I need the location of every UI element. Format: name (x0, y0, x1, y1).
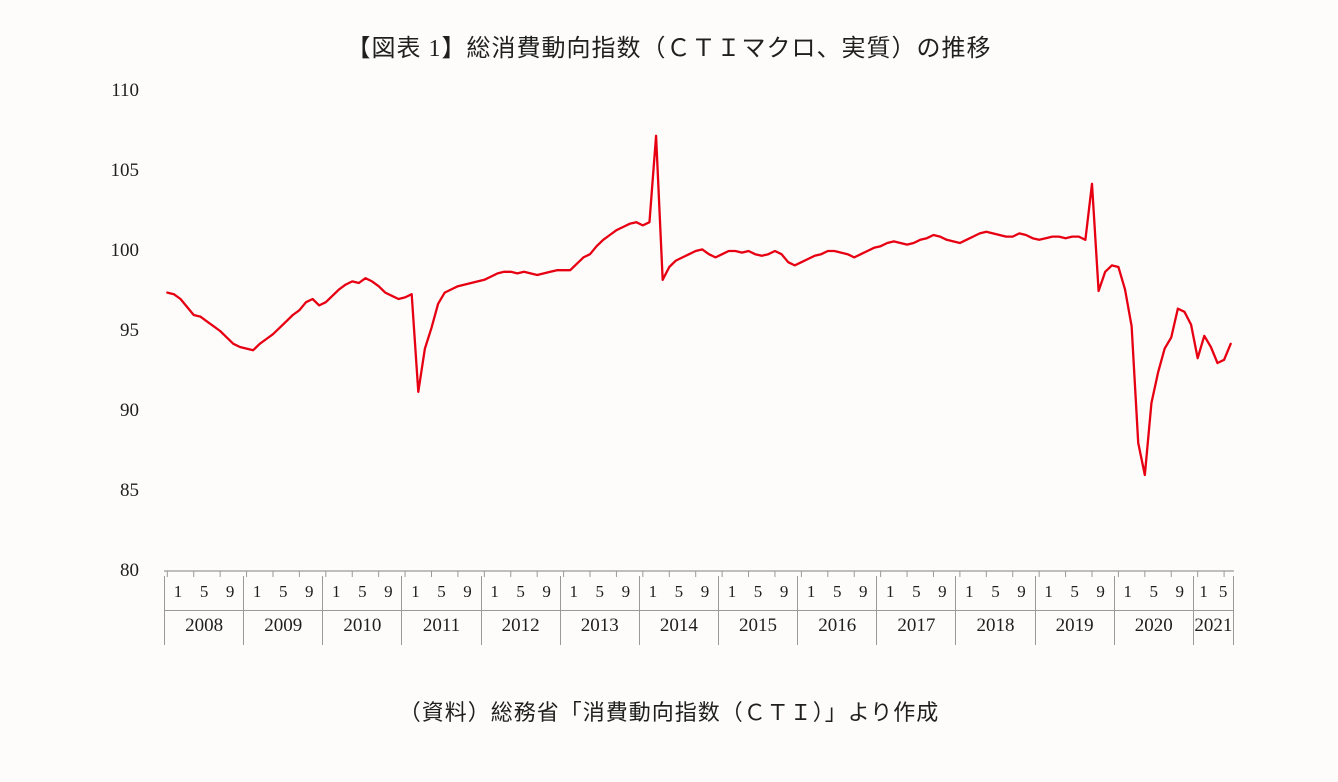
x-month-label: 5 (912, 582, 921, 610)
x-month-label: 9 (1176, 582, 1185, 610)
x-month-label: 5 (833, 582, 842, 610)
x-year-label: 2011 (402, 610, 480, 645)
x-month-label: 5 (1150, 582, 1159, 610)
plot-area (164, 91, 1234, 571)
x-month-label: 5 (279, 582, 288, 610)
x-month-label: 1 (886, 582, 895, 610)
x-year-label: 2014 (640, 610, 718, 645)
x-month-label: 1 (490, 582, 499, 610)
x-year-group: 1592016 (797, 576, 876, 645)
x-year-group: 1592014 (639, 576, 718, 645)
cti-line (167, 136, 1230, 475)
x-year-label: 2018 (956, 610, 1034, 645)
x-month-label: 9 (305, 582, 314, 610)
y-tick-label: 95 (79, 320, 139, 342)
x-year-group: 1592013 (560, 576, 639, 645)
x-month-label: 5 (358, 582, 367, 610)
x-month-label: 1 (1044, 582, 1053, 610)
x-month-label: 9 (859, 582, 868, 610)
x-year-label: 2019 (1036, 610, 1114, 645)
x-month-label: 1 (174, 582, 183, 610)
x-month-label: 5 (437, 582, 446, 610)
x-year-group: 1592017 (876, 576, 955, 645)
x-month-label: 5 (675, 582, 684, 610)
x-month-label: 9 (384, 582, 393, 610)
x-year-label: 2008 (165, 610, 243, 645)
x-axis: 1592008159200915920101592011159201215920… (164, 576, 1234, 645)
x-month-label: 1 (332, 582, 341, 610)
x-year-label: 2013 (561, 610, 639, 645)
y-tick-label: 80 (79, 560, 139, 582)
x-year-label: 2017 (877, 610, 955, 645)
x-month-label: 5 (516, 582, 525, 610)
y-tick-label: 105 (79, 160, 139, 182)
x-year-label: 2009 (244, 610, 322, 645)
x-month-label: 1 (965, 582, 974, 610)
x-month-label: 9 (463, 582, 472, 610)
x-year-label: 2016 (798, 610, 876, 645)
x-month-label: 5 (991, 582, 1000, 610)
x-year-group: 1592010 (322, 576, 401, 645)
x-month-label: 9 (780, 582, 789, 610)
x-year-group: 1592019 (1035, 576, 1114, 645)
x-year-group: 1592008 (164, 576, 243, 645)
x-year-group: 1592011 (401, 576, 480, 645)
x-month-label: 9 (542, 582, 551, 610)
x-month-label: 9 (226, 582, 235, 610)
y-tick-label: 100 (79, 240, 139, 262)
x-year-group: 1592015 (718, 576, 797, 645)
x-year-label: 2012 (482, 610, 560, 645)
x-month-label: 5 (1070, 582, 1079, 610)
x-month-label: 5 (1219, 582, 1228, 610)
x-month-label: 5 (200, 582, 209, 610)
x-month-label: 5 (754, 582, 763, 610)
x-month-label: 1 (728, 582, 737, 610)
x-year-group: 1592020 (1114, 576, 1193, 645)
x-month-label: 1 (1199, 582, 1208, 610)
x-year-group: 152021 (1193, 576, 1234, 645)
x-month-label: 1 (253, 582, 262, 610)
x-year-label: 2020 (1115, 610, 1193, 645)
x-month-label: 1 (411, 582, 420, 610)
x-year-group: 1592009 (243, 576, 322, 645)
y-tick-label: 90 (79, 400, 139, 422)
x-year-label: 2015 (719, 610, 797, 645)
x-year-group: 1592018 (955, 576, 1034, 645)
x-month-label: 9 (622, 582, 631, 610)
x-month-label: 9 (701, 582, 710, 610)
x-year-label: 2021 (1194, 610, 1233, 645)
x-month-label: 9 (938, 582, 947, 610)
x-month-label: 5 (596, 582, 605, 610)
chart-title: 【図表 1】総消費動向指数（ＣＴＩマクロ、実質）の推移 (347, 28, 992, 63)
line-chart-svg (164, 91, 1234, 571)
y-tick-label: 85 (79, 480, 139, 502)
x-year-group: 1592012 (481, 576, 560, 645)
x-year-label: 2010 (323, 610, 401, 645)
chart-source: （資料）総務省「消費動向指数（ＣＴＩ）」より作成 (399, 695, 940, 727)
x-month-label: 1 (569, 582, 578, 610)
x-month-label: 1 (1123, 582, 1132, 610)
x-month-label: 1 (649, 582, 658, 610)
y-tick-label: 110 (79, 80, 139, 102)
x-month-label: 9 (1017, 582, 1026, 610)
chart-container: 80859095100105110 1592008159200915920101… (79, 71, 1259, 671)
x-month-label: 9 (1096, 582, 1105, 610)
x-month-label: 1 (807, 582, 816, 610)
